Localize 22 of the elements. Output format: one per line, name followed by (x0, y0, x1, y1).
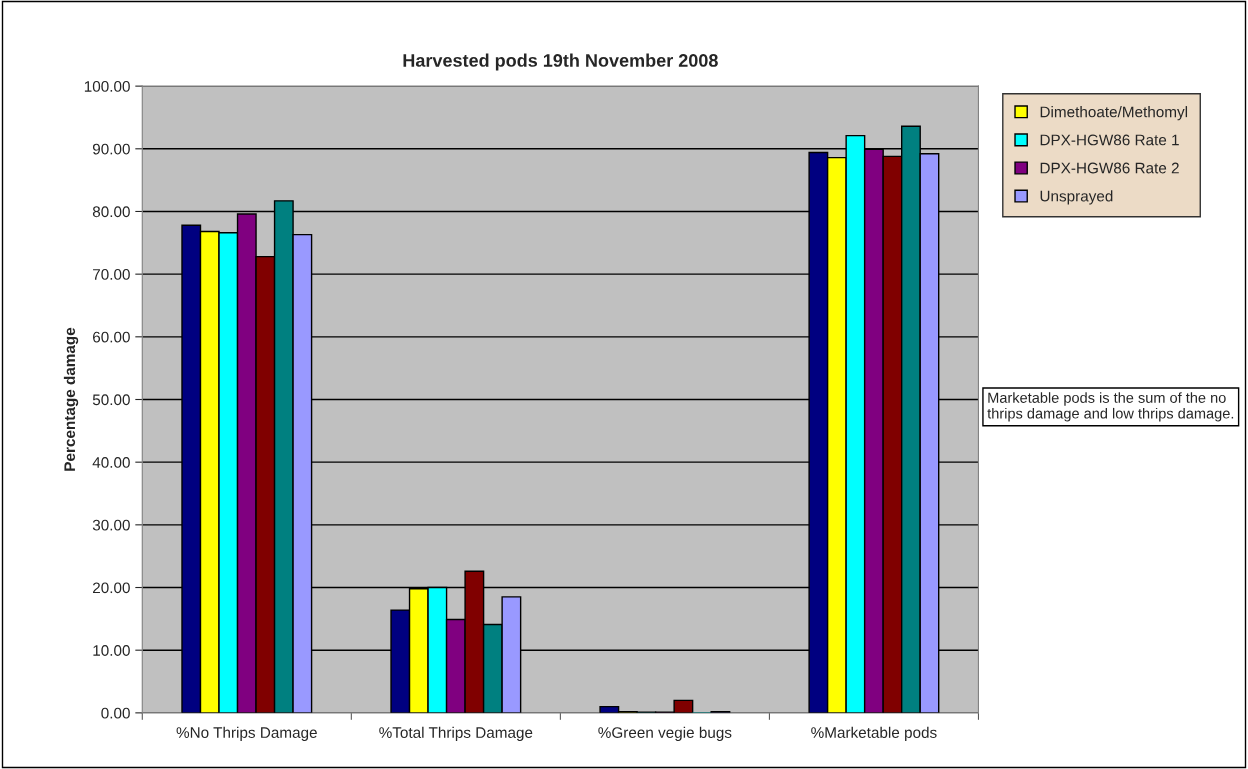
x-tick-label: %Marketable pods (811, 726, 937, 741)
y-tick-label: 50.00 (92, 394, 130, 406)
y-tick-label: 20.00 (93, 582, 130, 594)
y-tick-label: 70.00 (93, 269, 130, 280)
y-tick-label: 30.00 (92, 519, 130, 531)
y-tick-label: 40.00 (92, 457, 130, 468)
legend-label: Dimethoate/Methomyl (1040, 106, 1188, 121)
y-tick-label: 100.00 (84, 81, 130, 92)
text: Marketable pods is the sum of the no thrips damage and low thrips damage. (987, 392, 1234, 422)
x-tick-label: %No Thrips Damage (176, 726, 317, 741)
y-axis-title: Percentage damage (63, 327, 79, 471)
y-tick-label: 60.00 (93, 331, 130, 343)
y-tick-label: 80.00 (92, 206, 130, 218)
x-tick-label: %Total Thrips Damage (379, 726, 533, 741)
legend-label: DPX-HGW86 Rate 1 (1040, 134, 1179, 146)
y-tick-label: 90.00 (92, 143, 130, 155)
legend-label: DPX-HGW86 Rate 2 (1040, 162, 1179, 174)
y-tick-label: 10.00 (93, 645, 130, 656)
y-tick-label: 0.00 (101, 707, 130, 719)
chart-title: Harvested pods 19th November 2008 (403, 53, 718, 71)
legend-label: Unsprayed (1040, 190, 1113, 205)
x-tick-label: %Green vegie bugs (598, 726, 732, 741)
